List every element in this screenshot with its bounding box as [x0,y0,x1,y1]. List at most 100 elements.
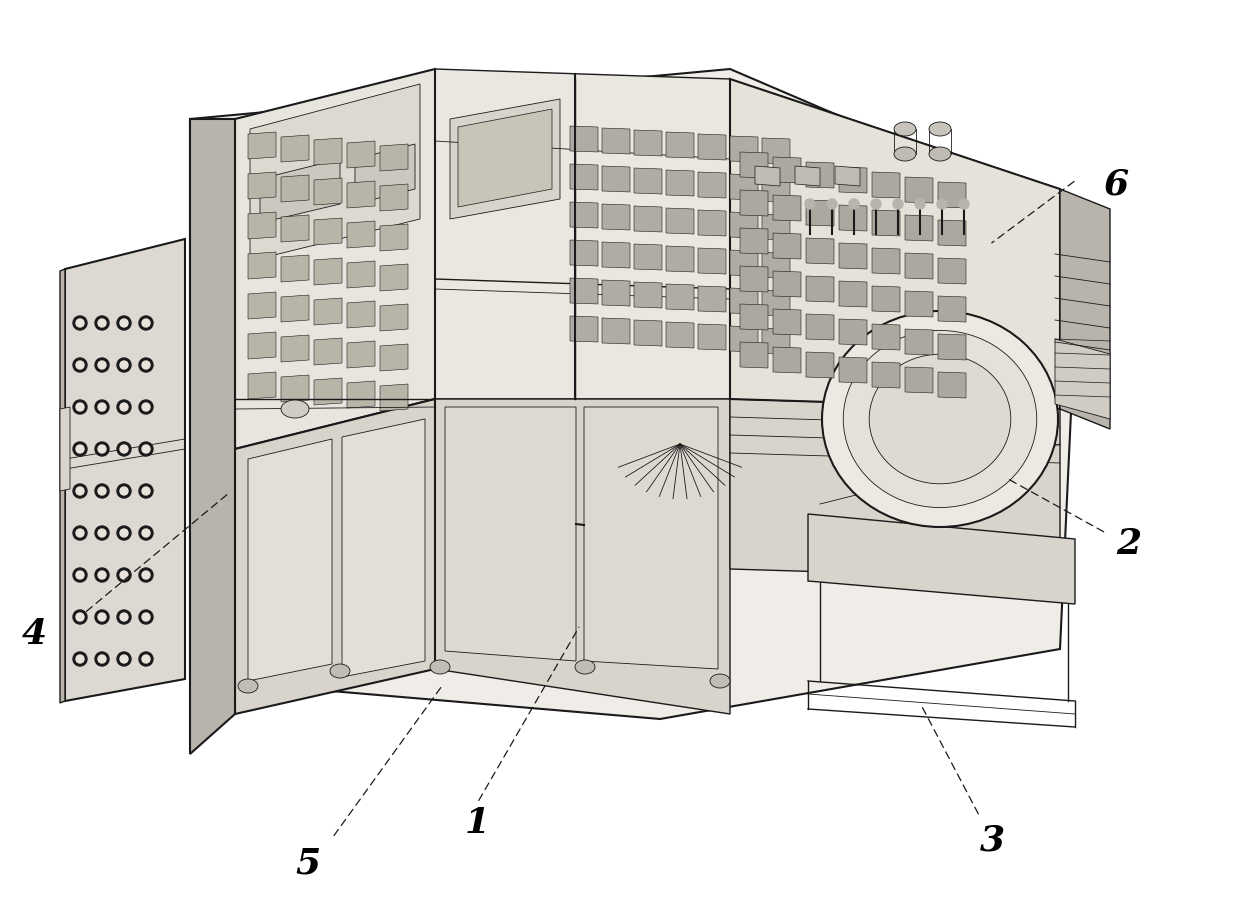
Polygon shape [458,109,552,207]
Ellipse shape [822,311,1058,527]
Polygon shape [570,278,598,304]
Polygon shape [730,79,1060,409]
Polygon shape [872,210,900,236]
Circle shape [120,319,128,327]
Polygon shape [773,309,801,335]
Circle shape [143,403,150,411]
Polygon shape [248,332,277,359]
Polygon shape [248,439,332,681]
Polygon shape [763,176,790,202]
Polygon shape [740,152,768,178]
Polygon shape [808,514,1075,604]
Polygon shape [379,304,408,331]
Circle shape [73,400,87,414]
Polygon shape [666,246,694,272]
Polygon shape [60,269,64,703]
Circle shape [117,316,131,330]
Text: 3: 3 [980,823,1004,858]
Ellipse shape [929,147,951,161]
Circle shape [139,526,153,540]
Polygon shape [937,372,966,398]
Circle shape [959,199,968,209]
Circle shape [120,487,128,495]
Circle shape [120,613,128,621]
Circle shape [117,484,131,498]
Polygon shape [379,144,408,171]
Polygon shape [314,138,342,165]
Circle shape [120,445,128,453]
Polygon shape [773,347,801,373]
Polygon shape [740,190,768,216]
Polygon shape [347,141,374,168]
Ellipse shape [843,331,1037,508]
Circle shape [937,199,947,209]
Polygon shape [937,220,966,246]
Circle shape [117,358,131,372]
Circle shape [73,610,87,624]
Polygon shape [872,324,900,350]
Polygon shape [666,208,694,234]
Polygon shape [740,304,768,330]
Circle shape [139,568,153,582]
Polygon shape [347,381,374,408]
Polygon shape [355,144,415,204]
Text: 1: 1 [465,806,490,840]
Polygon shape [763,138,790,164]
Circle shape [893,199,903,209]
Circle shape [139,652,153,666]
Polygon shape [839,167,867,193]
Polygon shape [435,399,730,714]
Polygon shape [584,407,718,669]
Ellipse shape [894,122,916,136]
Polygon shape [601,280,630,306]
Circle shape [870,199,880,209]
Circle shape [95,526,109,540]
Circle shape [849,199,859,209]
Polygon shape [601,318,630,344]
Polygon shape [314,258,342,285]
Circle shape [139,442,153,456]
Polygon shape [445,407,577,661]
Polygon shape [450,99,560,219]
Circle shape [76,487,84,495]
Circle shape [76,445,84,453]
Circle shape [139,484,153,498]
Polygon shape [806,276,835,302]
Text: 4: 4 [22,617,47,651]
Polygon shape [601,242,630,268]
Polygon shape [281,135,309,162]
Polygon shape [730,399,1060,579]
Polygon shape [872,248,900,274]
Polygon shape [872,172,900,198]
Circle shape [76,403,84,411]
Circle shape [143,361,150,369]
Polygon shape [666,132,694,158]
Circle shape [95,568,109,582]
Polygon shape [281,335,309,362]
Circle shape [76,571,84,579]
Polygon shape [190,69,1080,719]
Polygon shape [835,166,861,186]
Circle shape [73,316,87,330]
Polygon shape [730,250,758,276]
Polygon shape [248,372,277,399]
Circle shape [143,529,150,537]
Polygon shape [570,202,598,228]
Circle shape [143,319,150,327]
Polygon shape [570,164,598,190]
Polygon shape [905,177,932,203]
Circle shape [915,199,925,209]
Polygon shape [698,324,725,350]
Polygon shape [666,170,694,196]
Polygon shape [379,224,408,251]
Circle shape [73,652,87,666]
Polygon shape [347,181,374,208]
Circle shape [117,652,131,666]
Polygon shape [248,172,277,199]
Polygon shape [773,195,801,221]
Polygon shape [763,214,790,240]
Circle shape [76,319,84,327]
Polygon shape [601,128,630,154]
Ellipse shape [238,679,258,693]
Circle shape [120,403,128,411]
